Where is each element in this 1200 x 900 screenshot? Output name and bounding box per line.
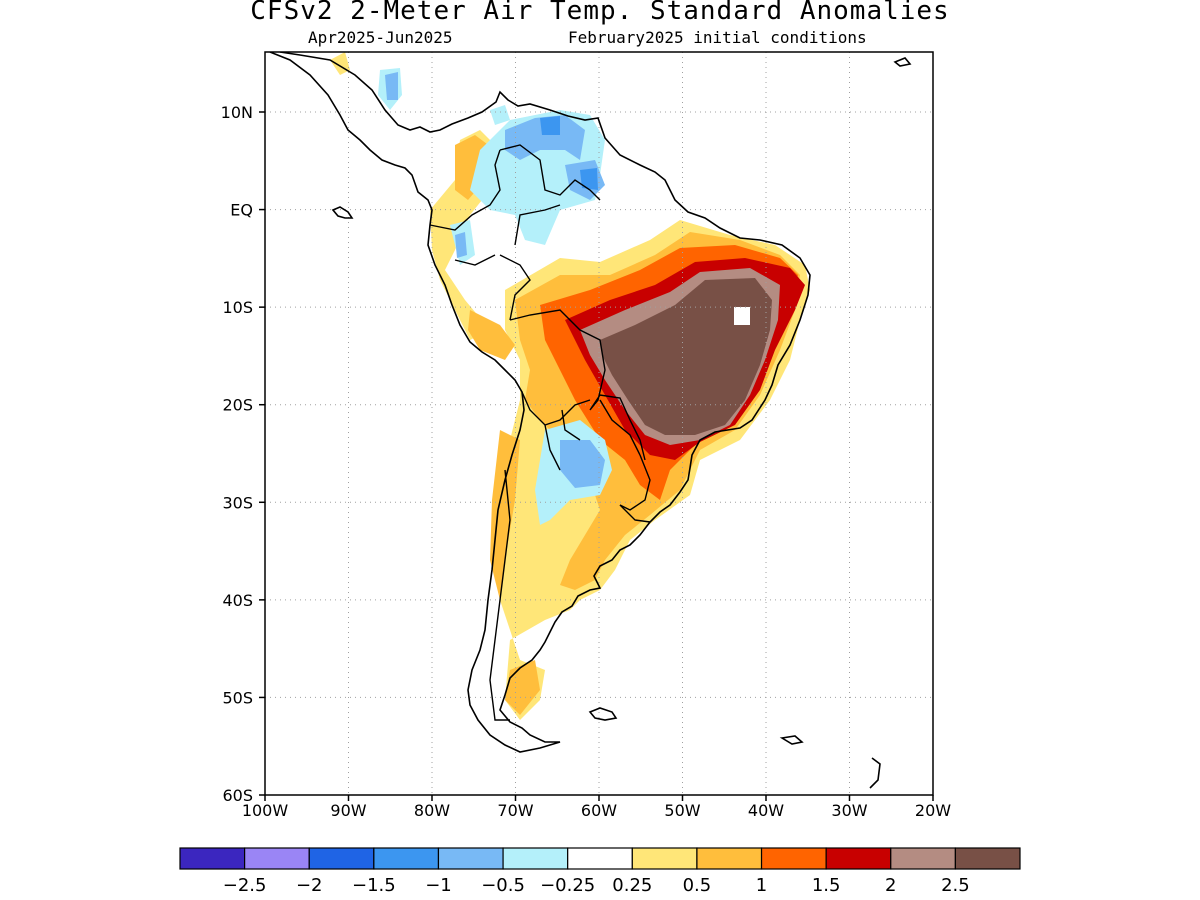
field-negative-1	[580, 168, 598, 190]
x-tick-label: 100W	[242, 801, 289, 820]
colorbar-swatch	[373, 847, 440, 870]
field-negative-1	[540, 116, 560, 135]
border	[489, 469, 511, 721]
field-positive-05	[330, 52, 350, 75]
colorbar-label: 2.5	[941, 875, 970, 896]
x-tick-label: 60W	[581, 801, 617, 820]
south-america-coastline	[269, 52, 811, 753]
field-positive-1	[468, 310, 515, 360]
border	[521, 391, 591, 426]
colorbar-label: 0.25	[612, 875, 652, 896]
border	[514, 204, 561, 246]
colorbar-swatch	[567, 847, 633, 870]
initial-conditions: February2025 initial conditions	[568, 28, 867, 47]
map-title: CFSv2 2-Meter Air Temp. Standard Anomali…	[250, 0, 950, 26]
y-tick-label: 10S	[222, 298, 253, 317]
longitude-axis: 100W 90W 80W 70W 60W 50W 40W 30W 20W	[242, 795, 951, 820]
border	[619, 504, 651, 523]
border	[499, 254, 531, 321]
island-group	[869, 757, 881, 789]
colorbar-label: 2	[885, 875, 896, 896]
field-positive-strong	[600, 278, 772, 435]
border	[619, 454, 651, 511]
latitude-axis: 10N EQ 10S 20S 30S 40S 50S 60S	[221, 103, 265, 805]
x-tick-label: 20W	[915, 801, 951, 820]
x-tick-label: 40W	[748, 801, 784, 820]
field-negative-025	[490, 105, 510, 125]
y-tick-label: 10N	[221, 103, 253, 122]
colorbar-swatch	[760, 847, 827, 870]
colorbar-swatch	[179, 847, 246, 870]
y-tick-label: EQ	[230, 201, 253, 220]
colorbar-swatch	[696, 847, 763, 870]
colorbar-label: −2	[296, 875, 323, 896]
anomaly-fields	[330, 52, 810, 720]
field-negative-05	[455, 232, 467, 258]
y-tick-label: 40S	[222, 591, 253, 610]
field-negative-05	[385, 72, 398, 100]
colorbar-label: 1	[756, 875, 767, 896]
colorbar-swatch	[954, 847, 1021, 870]
x-tick-label: 90W	[330, 801, 366, 820]
island-group	[588, 707, 618, 721]
y-tick-label: 30S	[222, 493, 253, 512]
colorbar-label: −0.5	[481, 875, 525, 896]
colorbar-label: −1	[425, 875, 452, 896]
colorbar-label: 1.5	[812, 875, 841, 896]
colorbar-label: 0.5	[683, 875, 712, 896]
x-tick-label: 80W	[414, 801, 450, 820]
x-tick-label: 70W	[497, 801, 533, 820]
missing-data-cell	[734, 307, 750, 325]
border	[454, 254, 496, 266]
field-positive-1	[490, 430, 520, 600]
field-negative-05	[560, 440, 605, 488]
colorbar-swatch	[437, 847, 504, 870]
forecast-period: Apr2025-Jun2025	[308, 28, 453, 47]
coastline	[269, 52, 912, 789]
colorbar-label: −1.5	[352, 875, 396, 896]
colorbar-swatch	[308, 847, 375, 870]
colorbar-swatch	[890, 847, 956, 870]
colorbar-legend: −2.5 −2 −1.5 −1 −0.5 −0.25 0.25 0.5 1 1.5 2 2.5	[179, 847, 1021, 896]
border	[544, 424, 561, 471]
colorbar-swatch	[244, 847, 310, 870]
caribbean-island	[893, 57, 912, 67]
colorbar-swatch	[825, 847, 892, 870]
y-tick-label: 50S	[222, 688, 253, 707]
colorbar-label: −0.25	[540, 875, 595, 896]
border	[429, 149, 501, 231]
island-group	[331, 206, 354, 219]
y-tick-label: 60S	[222, 786, 253, 805]
x-tick-label: 30W	[831, 801, 867, 820]
border	[561, 409, 581, 441]
x-tick-label: 50W	[664, 801, 700, 820]
border	[599, 399, 641, 456]
colorbar-swatch	[502, 847, 569, 870]
island-group	[779, 735, 804, 745]
colorbar-swatch	[631, 847, 698, 870]
colorbar-label: −2.5	[223, 875, 267, 896]
border	[499, 144, 601, 201]
border	[509, 309, 646, 461]
y-tick-label: 20S	[222, 396, 253, 415]
country-borders	[429, 144, 651, 721]
